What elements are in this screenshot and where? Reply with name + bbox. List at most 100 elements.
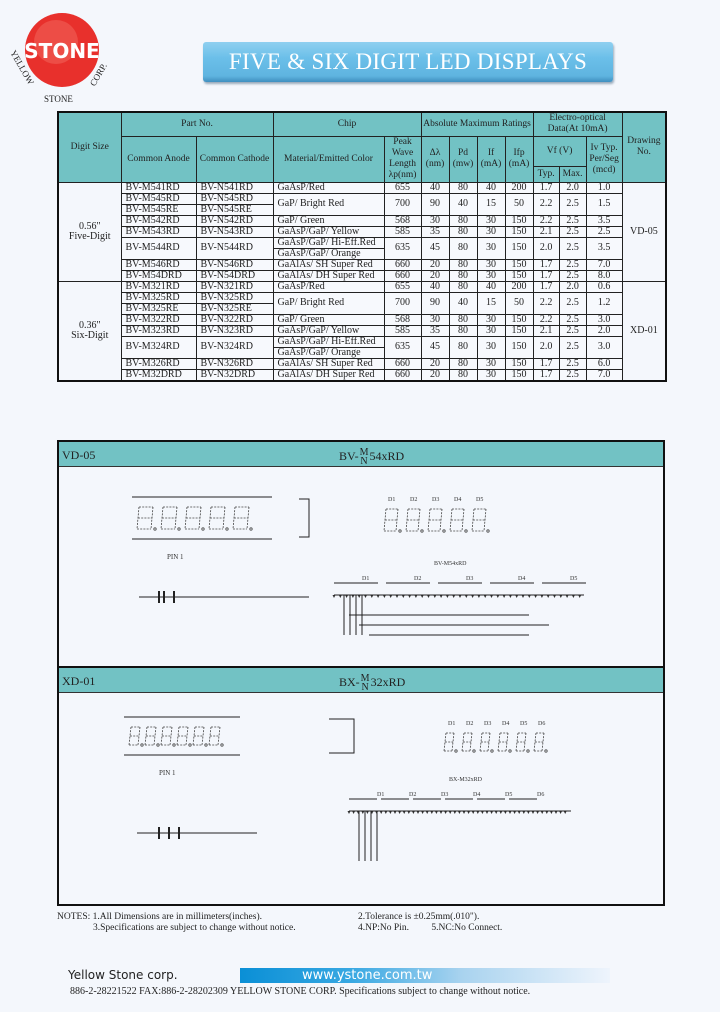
drawing-panel-xd01: XD-01 BX-M N 32xRD PIN 1 D1 D2 D3 D4 D5 D6 BX-M32x… [57,666,665,906]
seven-segment-digit [471,508,490,533]
vf-typ: 1.7 [532,368,560,381]
iv-typ: 0.6 [585,280,623,293]
common-anode-part: BV-M322RD [120,313,197,326]
digit-size: 0.36" [78,319,101,331]
seven-segment-digit [176,726,192,747]
header-abs-max: Absolute Maximum Ratings [420,111,534,137]
common-anode-part: BV-M541RD [120,181,197,194]
ifp: 150 [504,324,534,337]
vf-max: 2.5 [558,258,587,271]
if: 30 [476,236,506,260]
header-ifp: Ifp (mA) [504,135,534,183]
iv-typ: 3.0 [585,335,623,359]
common-anode-part: BV-M323RD [120,324,197,337]
note-3: 3.Specifications are subject to change w… [93,923,296,933]
table-row: BV-M543RD BV-N543RD GaAsP/GaP/ Yellow 585 35… [58,225,666,238]
peak-wavelength: 660 [383,357,422,370]
common-anode-part: BV-M324RD [120,335,197,359]
vf-max: 2.5 [558,269,587,282]
seven-segment-digit [144,726,160,747]
svg-text:STONE: STONE [44,94,73,104]
digit-count: Five-Digit [68,230,111,242]
digit-size-cell: 0.36" Six-Digit [57,280,122,381]
vf-max: 2.5 [558,225,587,238]
vf-max: 2.5 [558,357,587,370]
iv-typ: 2.0 [585,324,623,337]
header-common-anode: Common Anode [120,135,197,183]
digit-label: D2 [409,792,416,798]
if: 30 [476,324,506,337]
digit-label: D5 [505,792,512,798]
circuit-title: BV-M54xRD [434,561,467,567]
iv-typ: 1.2 [585,291,623,315]
seven-segment-digit [497,732,512,753]
delta-lambda: 45 [420,236,450,260]
vf-typ: 2.0 [532,335,560,359]
seven-segment-digit [449,508,468,533]
page-title: FIVE & SIX DIGIT LED DISPLAYS [203,42,613,82]
chip-material: GaAlAs/ DH Super Red [272,269,385,282]
digit-label: D4 [502,721,509,727]
digit-label: D6 [538,721,545,727]
common-cathode-part: BV-N542RD [195,214,274,227]
digit-label: D3 [484,721,491,727]
common-cathode-part: BV-N326RD [195,357,274,370]
digit-label: D4 [454,497,461,503]
common-anode-part: BV-M54DRD [120,269,197,282]
ifp: 150 [504,368,534,381]
delta-lambda: 35 [420,324,450,337]
iv-typ: 1.5 [585,192,623,216]
common-anode-part: BV-M546RD [120,258,197,271]
chip-material: GaAsP/GaP/ Yellow [272,324,385,337]
if: 30 [476,313,506,326]
if: 30 [476,357,506,370]
pd: 80 [448,236,478,260]
vf-typ: 2.2 [532,192,560,216]
digit-label: D1 [388,497,395,503]
common-anode-part: BV-M321RD [120,280,197,293]
seven-segment-digit [208,506,229,531]
footer-url[interactable]: www.ystone.com.tw [240,968,610,983]
digit-label: D2 [414,576,421,582]
if: 15 [476,291,506,315]
ifp: 150 [504,357,534,370]
peak-wavelength: 568 [383,313,422,326]
ifp: 150 [504,269,534,282]
common-cathode-part: BV-N325RD [195,291,274,304]
vf-max: 2.5 [558,335,587,359]
if: 40 [476,181,506,194]
chip-material: GaP/ Bright Red [272,192,385,216]
common-cathode-part: BV-N325RE [195,302,274,315]
chip-material: GaP/ Green [272,214,385,227]
vf-typ: 2.2 [532,214,560,227]
chip-material: GaAlAs/ SH Super Red [272,258,385,271]
chip-material: GaAsP/Red [272,181,385,194]
common-cathode-part: BV-N544RD [195,236,274,260]
common-cathode-part: BV-N324RD [195,335,274,359]
common-anode-part: BV-M32DRD [120,368,197,381]
iv-typ: 1.0 [585,181,623,194]
table-row: BV-M544RD BV-N544RD GaAsP/GaP/ Hi-Eff.Red 6… [58,236,666,260]
m-letter: M [360,673,370,684]
chip-material: GaAlAs/ SH Super Red [272,357,385,370]
chip-material: GaAsP/GaP/ Hi-Eff.Red [272,236,385,249]
digit-label: D2 [466,721,473,727]
pd: 80 [448,313,478,326]
delta-lambda: 35 [420,225,450,238]
delta-lambda: 40 [420,280,450,293]
common-anode-part: BV-M545RD [120,192,197,205]
panel-header: XD-01 BX-M N 32xRD [59,668,663,693]
if: 40 [476,280,506,293]
peak-wavelength: 660 [383,258,422,271]
vf-typ: 2.1 [532,225,560,238]
delta-lambda: 90 [420,291,450,315]
pd: 40 [448,192,478,216]
common-cathode-part: BV-N54DRD [195,269,274,282]
pd: 80 [448,269,478,282]
pd: 80 [448,335,478,359]
digit-label: D3 [441,792,448,798]
dimension-drawing: PIN 1 D1 D2 D3 D4 D5 D6 BX-M32xRD D1 D2 D3 D4 D5 D6 [124,716,571,861]
circuit-title: BX-M32xRD [449,777,483,783]
